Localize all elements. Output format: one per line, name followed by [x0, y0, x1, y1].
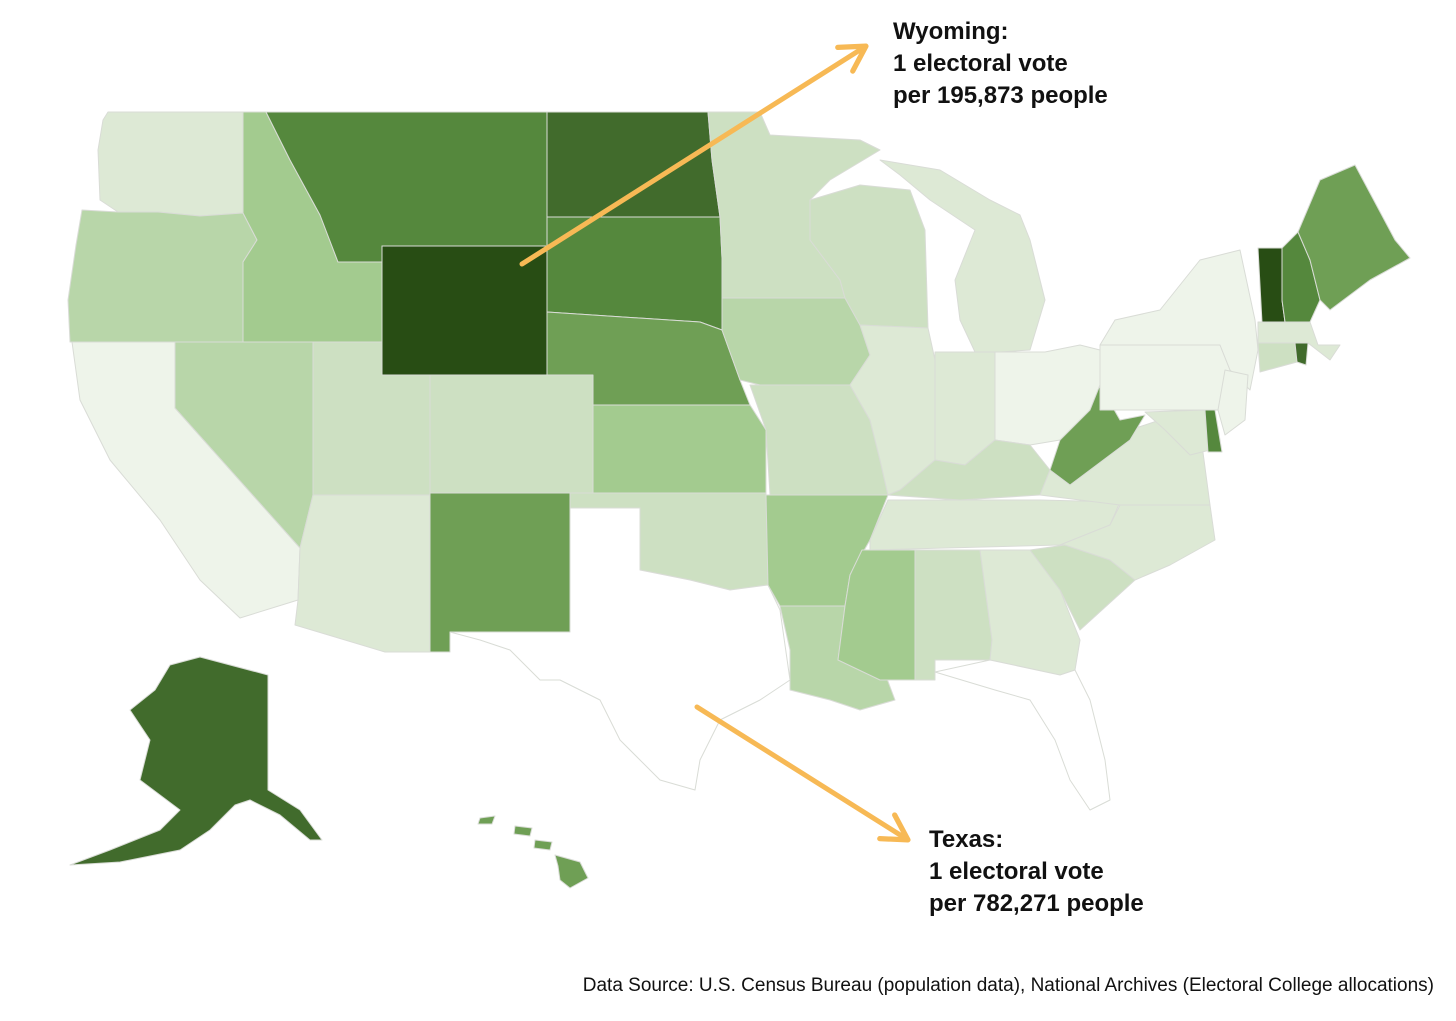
state-OR	[67, 209, 258, 343]
wyoming-votes: 1 electoral vote	[893, 50, 1068, 77]
wyoming-callout: Wyoming: 1 electoral vote per 195,873 pe…	[893, 16, 1108, 112]
state-WA	[97, 111, 244, 217]
state-WV	[1049, 384, 1146, 486]
texas-arrow	[694, 704, 911, 843]
wyoming-title: Wyoming:	[893, 18, 1009, 45]
state-MA	[1257, 321, 1341, 361]
state-CT	[1257, 342, 1298, 373]
texas-callout: Texas: 1 electoral vote per 782,271 peop…	[929, 824, 1144, 920]
state-PA	[1099, 344, 1231, 411]
state-FL	[934, 659, 1111, 811]
texas-title: Texas:	[929, 826, 1004, 853]
state-AZ	[294, 494, 431, 653]
state-RI	[1294, 342, 1309, 366]
state-ND	[546, 111, 721, 218]
state-NY	[1099, 249, 1259, 391]
state-KS	[592, 404, 767, 494]
state-MD	[1144, 409, 1211, 456]
state-CO	[429, 374, 594, 494]
state-NM	[429, 492, 571, 653]
state-AK	[69, 656, 323, 866]
state-IA	[721, 297, 871, 386]
state-VT	[1257, 247, 1286, 323]
wyoming-ratio: per 195,873 people	[893, 82, 1108, 109]
data-source-note: Data Source: U.S. Census Bureau (populat…	[582, 975, 1434, 996]
state-NJ	[1217, 369, 1249, 436]
state-ME	[1297, 164, 1411, 311]
state-KY	[887, 439, 1051, 501]
state-HI	[477, 815, 589, 889]
state-TN	[869, 499, 1121, 551]
texas-ratio: per 782,271 people	[929, 890, 1144, 917]
state-NC	[1059, 504, 1216, 581]
texas-votes: 1 electoral vote	[929, 858, 1104, 885]
state-AL	[914, 549, 993, 681]
state-TX	[449, 507, 791, 791]
state-DE	[1204, 409, 1223, 453]
wyoming-arrow	[519, 43, 869, 267]
